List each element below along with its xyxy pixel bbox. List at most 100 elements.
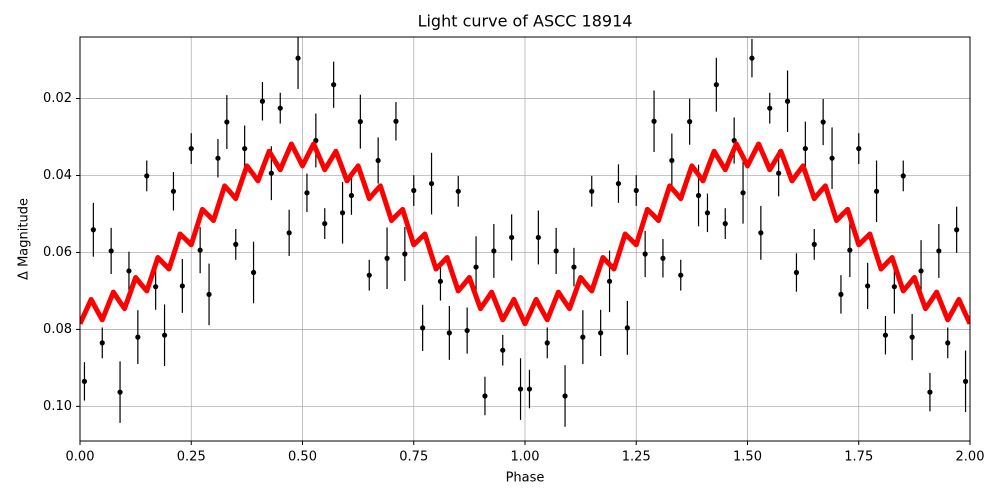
plot-area: [80, 37, 970, 427]
data-point: [366, 272, 372, 278]
data-point: [891, 284, 897, 290]
data-point: [962, 378, 969, 384]
data-point: [829, 155, 835, 161]
x-tick-label: 1.00: [511, 450, 540, 465]
data-point: [873, 188, 880, 194]
data-point: [268, 170, 274, 176]
data-point: [322, 221, 328, 227]
data-point: [598, 330, 604, 336]
data-point: [509, 234, 515, 241]
data-point: [90, 227, 96, 233]
data-point: [420, 325, 426, 331]
data-point: [767, 105, 773, 111]
data-point: [660, 255, 666, 261]
y-axis-label: Δ Magnitude: [17, 198, 32, 280]
data-point: [633, 187, 639, 194]
data-point: [259, 98, 266, 104]
x-tick-label: 2.00: [956, 450, 985, 465]
data-point: [135, 334, 141, 340]
y-tick-label: 0.02: [43, 91, 72, 106]
data-point: [411, 187, 417, 194]
data-point: [455, 188, 461, 194]
data-point: [838, 291, 844, 298]
data-point: [882, 332, 889, 338]
data-point: [553, 248, 559, 254]
data-point: [215, 155, 221, 161]
y-tick-label: 0.08: [43, 322, 72, 337]
plot-frame: [79, 36, 971, 442]
x-axis-label: Phase: [506, 471, 545, 486]
data-point: [250, 269, 257, 276]
data-point: [847, 247, 853, 253]
data-point: [126, 268, 132, 274]
y-tick-label: 0.10: [43, 399, 72, 414]
data-point: [927, 389, 933, 395]
data-point: [856, 145, 862, 152]
data-point: [811, 241, 817, 247]
data-point: [669, 157, 675, 164]
data-point: [500, 347, 506, 353]
y-tick-label: 0.06: [43, 245, 72, 260]
data-point: [678, 272, 684, 278]
data-point: [286, 230, 292, 236]
data-point: [793, 269, 800, 276]
model-curve: [80, 141, 970, 327]
data-point: [384, 255, 390, 261]
data-point: [802, 145, 808, 152]
data-point: [776, 170, 782, 176]
data-point: [473, 264, 479, 270]
data-point: [713, 82, 719, 88]
data-point: [179, 283, 185, 289]
x-tick-label: 0.25: [177, 450, 206, 465]
data-point: [99, 340, 105, 346]
data-point: [446, 330, 452, 336]
data-point: [108, 248, 114, 254]
data-point: [304, 190, 310, 196]
data-point: [348, 192, 355, 199]
data-point: [144, 173, 150, 179]
data-point: [606, 278, 613, 284]
data-point: [393, 118, 399, 124]
chart-title: Light curve of ASCC 18914: [418, 12, 633, 31]
data-point: [535, 234, 541, 241]
data-point: [482, 393, 488, 399]
data-point: [740, 190, 746, 196]
data-point: [749, 55, 755, 61]
data-point: [375, 157, 381, 164]
data-point: [224, 119, 230, 125]
data-point: [615, 180, 622, 187]
data-point: [437, 278, 444, 284]
data-point: [428, 180, 435, 187]
data-point: [704, 210, 711, 216]
data-point: [820, 119, 826, 125]
data-point: [909, 334, 915, 340]
data-point: [197, 247, 203, 253]
data-point: [295, 55, 301, 61]
data-point: [642, 251, 648, 257]
data-point: [81, 378, 88, 384]
data-point: [624, 325, 630, 331]
data-point: [464, 327, 470, 334]
data-point: [954, 227, 960, 233]
data-point: [153, 284, 159, 290]
data-point: [339, 210, 346, 216]
data-point: [784, 98, 791, 104]
data-point: [242, 145, 248, 152]
data-point: [161, 332, 168, 338]
data-point: [517, 386, 524, 392]
data-point: [651, 118, 657, 124]
data-point: [571, 264, 577, 270]
data-point: [117, 389, 123, 395]
x-tick-label: 1.50: [733, 450, 762, 465]
data-point: [331, 82, 337, 88]
data-point: [526, 386, 533, 392]
x-tick-label: 1.75: [844, 450, 873, 465]
data-point: [402, 251, 408, 257]
data-point: [357, 119, 363, 125]
data-point: [544, 340, 550, 346]
data-point: [865, 283, 871, 289]
x-tick-label: 0.50: [288, 450, 317, 465]
data-point: [491, 248, 497, 254]
y-tick-label: 0.04: [43, 168, 72, 183]
